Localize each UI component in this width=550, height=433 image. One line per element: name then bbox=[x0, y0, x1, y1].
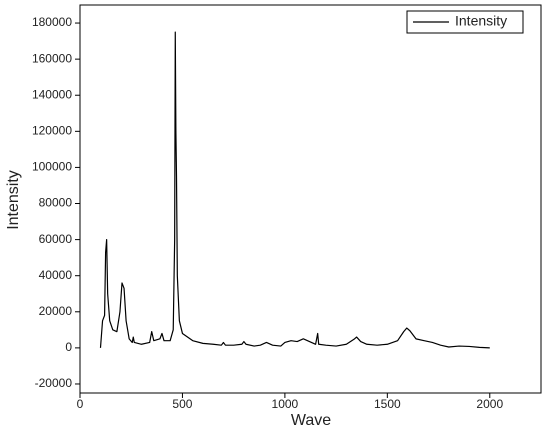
y-tick-label: 180000 bbox=[32, 15, 72, 29]
legend-label: Intensity bbox=[455, 13, 507, 29]
y-axis-title: Intensity bbox=[5, 170, 22, 230]
x-tick-label: 1500 bbox=[374, 397, 401, 411]
y-tick-label: 60000 bbox=[39, 232, 73, 246]
y-tick-label: 160000 bbox=[32, 51, 72, 65]
data-line bbox=[99, 31, 490, 349]
y-tick-label: 80000 bbox=[39, 196, 73, 210]
x-tick-label: 500 bbox=[172, 397, 192, 411]
plot-frame bbox=[79, 4, 542, 394]
x-tick-label: 0 bbox=[77, 397, 84, 411]
x-tick-label: 1000 bbox=[272, 397, 299, 411]
y-tick-label: 40000 bbox=[39, 268, 73, 282]
y-tick-label: 100000 bbox=[32, 160, 72, 174]
legend-box bbox=[406, 10, 524, 34]
y-tick-label: -20000 bbox=[35, 376, 73, 390]
x-tick-label: 2000 bbox=[476, 397, 503, 411]
y-tick-label: 0 bbox=[65, 340, 72, 354]
y-tick-label: 120000 bbox=[32, 123, 72, 137]
y-tick-label: 140000 bbox=[32, 87, 72, 101]
x-axis-title: Wave bbox=[291, 412, 331, 429]
y-tick-label: 20000 bbox=[39, 304, 73, 318]
